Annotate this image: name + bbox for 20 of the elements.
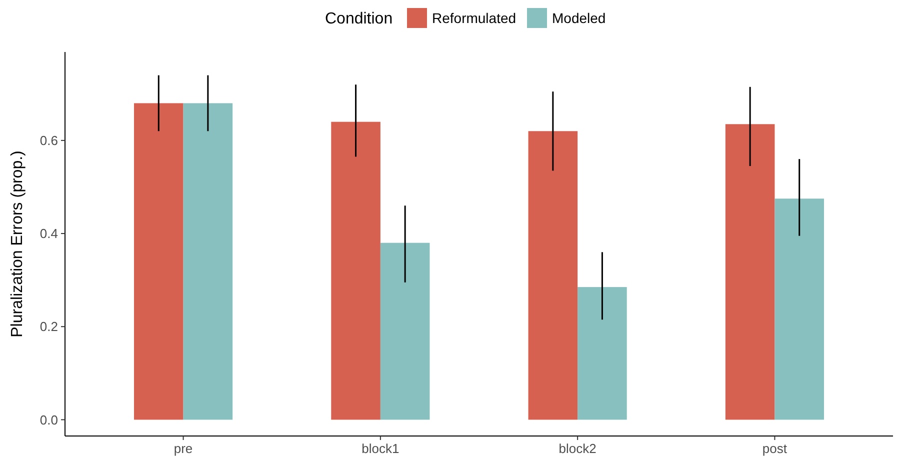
legend-title: Condition [325, 10, 393, 28]
x-tick-label: post [762, 441, 788, 456]
bar [578, 287, 627, 420]
bar [331, 122, 380, 420]
bar [134, 103, 184, 420]
bar [725, 124, 775, 420]
y-tick-label: 0.6 [40, 132, 58, 148]
legend-label: Modeled [552, 10, 606, 26]
bar [380, 242, 430, 420]
y-axis-title: Pluralization Errors (prop.) [9, 150, 26, 338]
legend-label: Reformulated [432, 10, 516, 26]
x-tick-label: pre [174, 441, 193, 456]
x-tick-label: block2 [558, 441, 596, 456]
bar [774, 198, 824, 420]
x-tick-label: block1 [362, 441, 400, 456]
y-tick-label: 0.2 [40, 319, 58, 334]
y-tick-label: 0.0 [40, 412, 58, 428]
bar [528, 131, 578, 420]
bar [183, 103, 233, 420]
y-tick-label: 0.4 [40, 226, 58, 242]
